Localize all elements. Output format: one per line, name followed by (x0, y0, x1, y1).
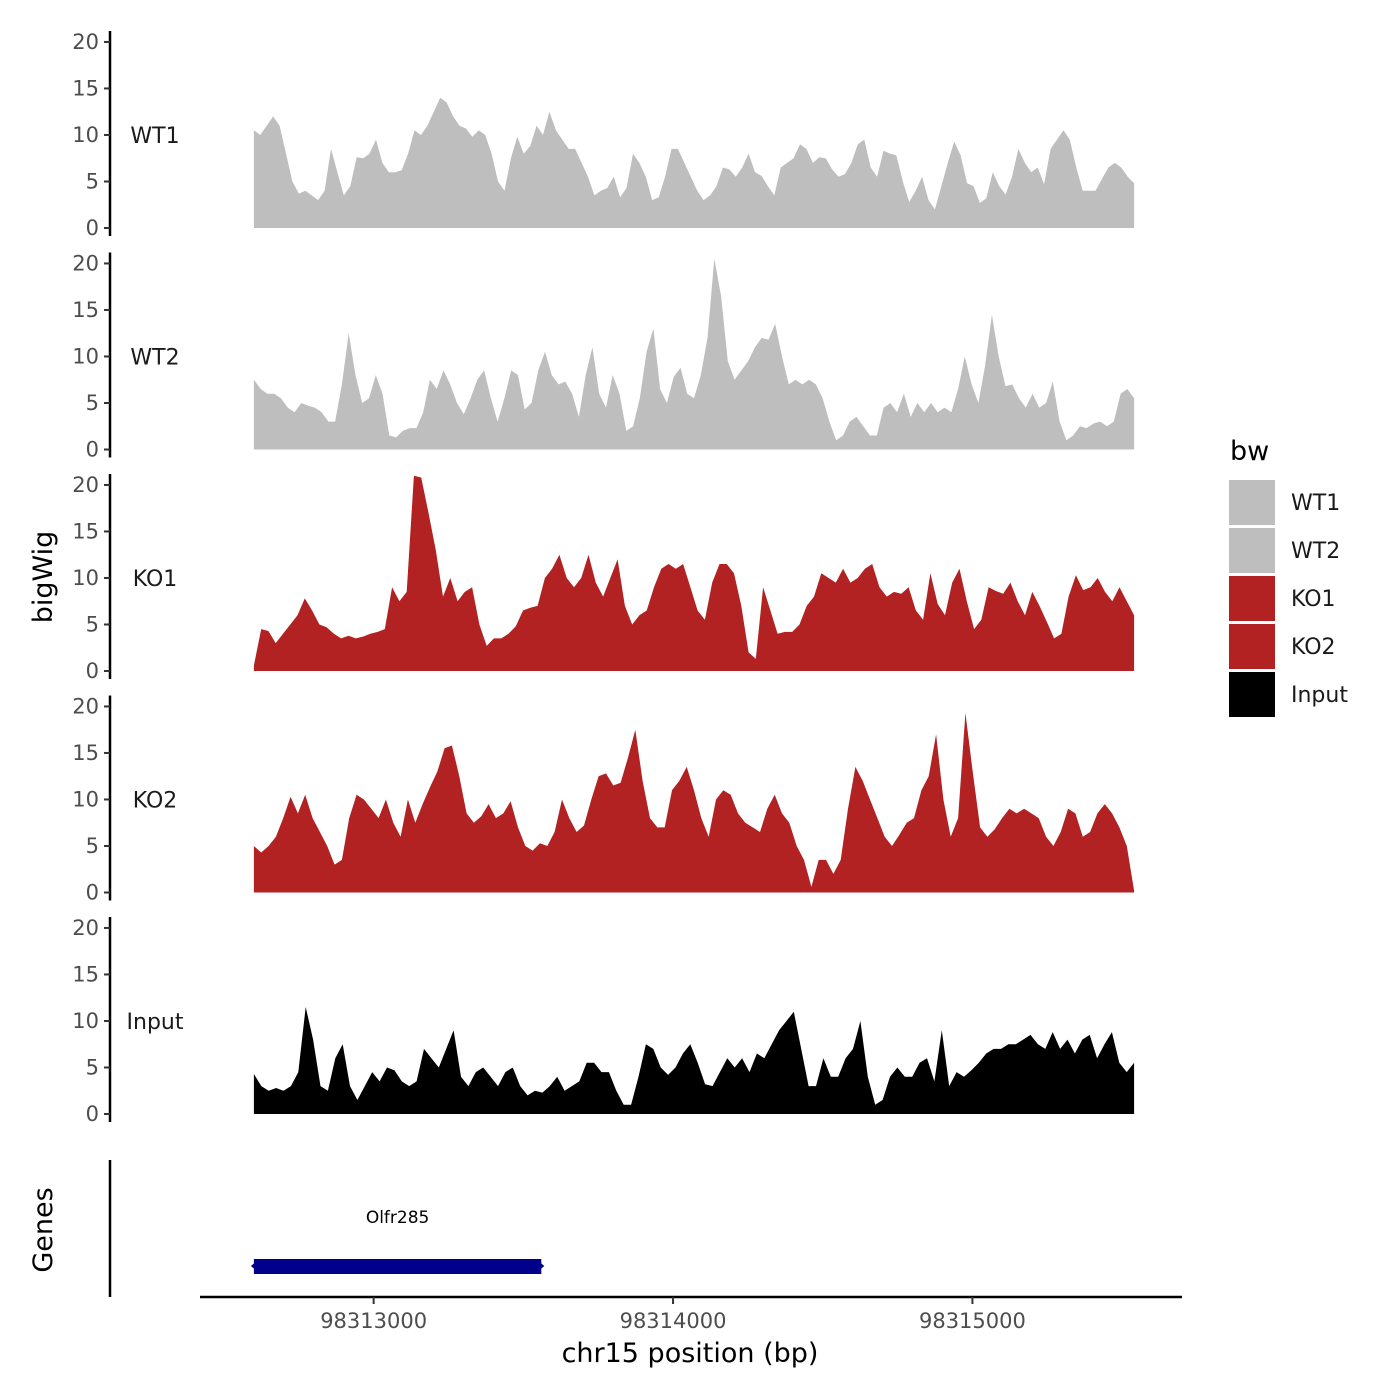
track-input: 0 5 10 15 20 Input (72, 916, 1135, 1126)
area-ko1 (253, 475, 1135, 671)
track-ko2: 0 5 10 15 20 KO2 (72, 694, 1135, 905)
legend-label: WT1 (1291, 491, 1340, 516)
y-tick-label: 10 (72, 566, 99, 590)
x-tick-label: 98315000 (919, 1309, 1026, 1333)
y-tick-label: 15 (72, 298, 99, 322)
genes-axis-title: Genes (28, 1187, 59, 1272)
y-tick-label: 0 (86, 659, 99, 683)
track-label: WT2 (130, 346, 179, 371)
x-tick-label: 98314000 (620, 1309, 727, 1333)
y-tick-label: 10 (72, 1009, 99, 1033)
y-tick-label: 5 (86, 169, 99, 193)
legend-title: bw (1230, 436, 1269, 467)
y-tick-label: 20 (72, 694, 99, 718)
gene-bar (253, 1259, 542, 1274)
track-label: WT1 (130, 124, 179, 149)
track-wt1: 0 5 10 15 20 WT1 (72, 30, 1135, 240)
track-label: KO1 (133, 567, 178, 592)
legend-item-wt2: WT2 (1229, 528, 1340, 573)
y-tick-label: 5 (86, 834, 99, 858)
legend-item-ko2: KO2 (1229, 624, 1336, 669)
x-tick-label: 98313000 (320, 1309, 427, 1333)
legend-label: WT2 (1291, 539, 1340, 564)
y-tick-label: 0 (86, 881, 99, 905)
legend-item-input: Input (1229, 672, 1348, 717)
legend-item-ko1: KO1 (1229, 576, 1336, 621)
track-ko1: 0 5 10 15 20 KO1 (72, 473, 1135, 683)
y-tick-label: 10 (72, 123, 99, 147)
legend-key (1229, 576, 1275, 621)
area-wt1 (253, 97, 1135, 228)
y-tick-label: 10 (72, 344, 99, 368)
legend-key (1229, 672, 1275, 717)
y-tick-label: 15 (72, 76, 99, 100)
track-label: Input (127, 1010, 184, 1035)
y-tick-label: 0 (86, 216, 99, 240)
gene-label: Olfr285 (366, 1208, 430, 1228)
y-tick-label: 20 (72, 916, 99, 940)
x-axis: 98313000 98314000 98315000 (200, 1295, 1182, 1333)
y-tick-label: 10 (72, 787, 99, 811)
legend-label: KO2 (1291, 635, 1336, 660)
legend-key (1229, 528, 1275, 573)
x-axis-title: chr15 position (bp) (562, 1338, 819, 1369)
y-tick-label: 15 (72, 962, 99, 986)
track-label: KO2 (133, 789, 178, 814)
genes-track: Olfr285 (108, 1160, 545, 1297)
legend-label: KO1 (1291, 587, 1336, 612)
legend-label: Input (1291, 683, 1348, 708)
y-tick-label: 0 (86, 438, 99, 462)
tracks-layer: 0 5 10 15 20 WT1 0 5 10 15 20 WT2 0 5 10 15 20 KO1 0 5 10 15 2… (72, 30, 1135, 1126)
area-input (253, 1007, 1135, 1114)
y-tick-label: 15 (72, 741, 99, 765)
legend-key (1229, 624, 1275, 669)
gene-strand-left (250, 1261, 257, 1271)
y-tick-label: 5 (86, 391, 99, 415)
legend: WT1 WT2 KO1 KO2 Input (1229, 480, 1348, 717)
legend-item-wt1: WT1 (1229, 480, 1340, 525)
y-axis-title: bigWig (28, 531, 59, 624)
y-tick-label: 5 (86, 1055, 99, 1079)
y-tick-label: 5 (86, 612, 99, 636)
area-wt2 (253, 258, 1135, 450)
y-tick-label: 0 (86, 1102, 99, 1126)
legend-key (1229, 480, 1275, 525)
area-ko2 (253, 713, 1135, 893)
y-tick-label: 20 (72, 251, 99, 275)
y-tick-label: 20 (72, 30, 99, 54)
y-tick-label: 15 (72, 519, 99, 543)
gene-strand-right (538, 1261, 545, 1271)
track-wt2: 0 5 10 15 20 WT2 (72, 251, 1135, 462)
y-tick-label: 20 (72, 473, 99, 497)
